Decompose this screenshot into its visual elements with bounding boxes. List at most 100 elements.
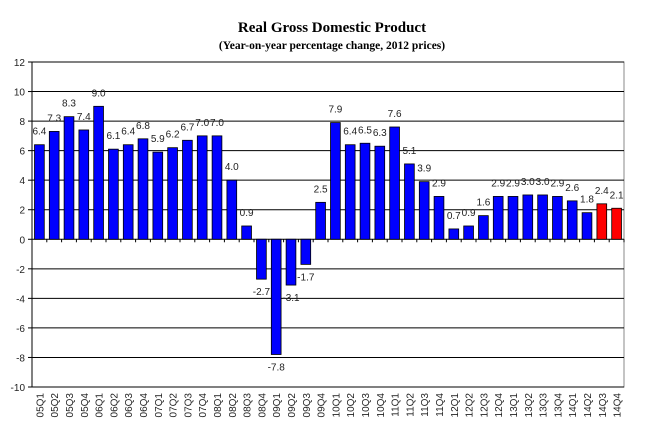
bar-11Q1 [389, 126, 400, 240]
x-tick-label: 09Q1 [272, 393, 283, 418]
x-tick-label: 07Q3 [183, 393, 194, 418]
x-tick-label: 08Q4 [257, 393, 268, 418]
data-label: 6.7 [180, 122, 194, 133]
x-tick-label: 12Q2 [465, 393, 476, 418]
bar-14Q3 [596, 203, 608, 240]
data-label: 7.3 [47, 113, 61, 124]
x-tick-label: 09Q4 [317, 393, 328, 418]
y-tick-label: 12 [14, 58, 26, 69]
y-tick-label: 0 [19, 235, 25, 246]
data-label: 1.8 [580, 195, 594, 206]
y-tick-label: -4 [16, 294, 25, 305]
bar-11Q2 [404, 163, 415, 240]
data-label: 0.9 [462, 208, 476, 219]
x-tick-label: 11Q1 [391, 393, 402, 417]
x-tick-label: 10Q4 [376, 393, 387, 418]
bar-09Q3 [300, 238, 312, 265]
chart-subtitle: (Year-on-year percentage change, 2012 pr… [218, 40, 446, 52]
bar-07Q2 [167, 147, 178, 240]
bar-07Q4 [196, 135, 208, 240]
x-tick-label: 09Q3 [302, 393, 313, 418]
y-tick-label: 8 [19, 117, 25, 128]
bar-05Q3 [63, 116, 75, 240]
data-label: 6.2 [166, 130, 180, 141]
x-tick-label: 13Q1 [509, 393, 520, 418]
bar-07Q3 [182, 139, 193, 240]
data-label: 7.4 [77, 112, 91, 123]
x-tick-label: 08Q1 [213, 393, 224, 418]
x-tick-label: 14Q2 [583, 393, 594, 418]
y-tick-label: -8 [16, 353, 25, 364]
bar-14Q4 [611, 207, 622, 240]
bar-13Q1 [507, 196, 519, 240]
data-label: 2.1 [610, 190, 624, 201]
bar-08Q2 [226, 179, 238, 240]
bar-06Q1 [93, 105, 104, 240]
data-label: -1.7 [297, 272, 315, 283]
x-tick-label: 05Q1 [35, 393, 46, 418]
bar-11Q3 [418, 181, 430, 240]
bar-11Q4 [433, 196, 445, 240]
x-tick-label: 11Q2 [405, 393, 416, 417]
data-label: 2.9 [432, 178, 446, 189]
data-label: 3.9 [417, 164, 431, 175]
x-tick-label: 08Q2 [228, 393, 239, 418]
bar-14Q1 [566, 200, 578, 240]
x-tick-label: 06Q1 [95, 393, 106, 418]
bar-05Q1 [34, 144, 45, 240]
bar-08Q1 [211, 135, 223, 240]
data-label: 6.5 [358, 125, 372, 136]
data-label: 8.3 [62, 99, 76, 110]
data-label: -3.1 [282, 293, 300, 304]
data-label: 6.8 [136, 121, 150, 132]
bar-13Q2 [522, 194, 534, 240]
data-label: 6.4 [32, 127, 46, 138]
x-tick-label: 13Q3 [539, 393, 550, 418]
bar-13Q4 [552, 196, 563, 240]
x-tick-label: 05Q3 [65, 393, 76, 418]
y-tick-label: 2 [19, 206, 25, 217]
x-tick-label: 06Q3 [124, 393, 135, 418]
data-label: 3.0 [521, 177, 535, 188]
bar-06Q3 [122, 144, 134, 240]
data-label: 2.5 [314, 184, 328, 195]
x-tick-label: 14Q3 [598, 393, 609, 418]
x-tick-label: 07Q2 [169, 393, 180, 418]
data-label: 7.9 [328, 105, 342, 116]
bar-12Q1 [448, 228, 460, 240]
data-label: 0.7 [447, 211, 461, 222]
bar-12Q2 [463, 225, 474, 240]
bar-10Q1 [330, 122, 341, 240]
bar-09Q1 [270, 238, 282, 355]
x-tick-label: 10Q2 [346, 393, 357, 418]
x-tick-label: 14Q4 [613, 393, 624, 418]
data-label: 1.6 [476, 198, 490, 209]
x-tick-label: 06Q2 [109, 393, 120, 418]
x-tick-label: 12Q3 [479, 393, 490, 418]
chart-title: Real Gross Domestic Product [237, 20, 427, 36]
data-label: 2.9 [506, 178, 520, 189]
data-label: 7.6 [388, 109, 402, 120]
data-label: 2.6 [565, 183, 579, 194]
x-tick-label: 11Q3 [420, 393, 431, 417]
data-label: 6.4 [121, 127, 135, 138]
bar-12Q3 [478, 215, 489, 240]
y-tick-label: -2 [16, 265, 25, 276]
y-tick-label: -10 [11, 383, 26, 394]
x-tick-label: 12Q1 [450, 393, 461, 418]
x-tick-label: 08Q3 [243, 393, 254, 418]
x-tick-label: 14Q1 [568, 393, 579, 418]
x-tick-label: 13Q4 [553, 393, 564, 418]
bar-05Q2 [48, 131, 60, 240]
data-label: 6.1 [106, 131, 120, 142]
y-tick-label: 10 [14, 88, 26, 99]
data-label: 2.9 [491, 178, 505, 189]
data-label: 7.0 [195, 118, 209, 129]
data-label: 2.9 [550, 178, 564, 189]
bar-05Q4 [78, 129, 90, 240]
data-label: -2.7 [253, 287, 271, 298]
bar-10Q2 [344, 144, 356, 240]
bar-06Q2 [108, 148, 119, 240]
data-label: 4.0 [225, 162, 239, 173]
